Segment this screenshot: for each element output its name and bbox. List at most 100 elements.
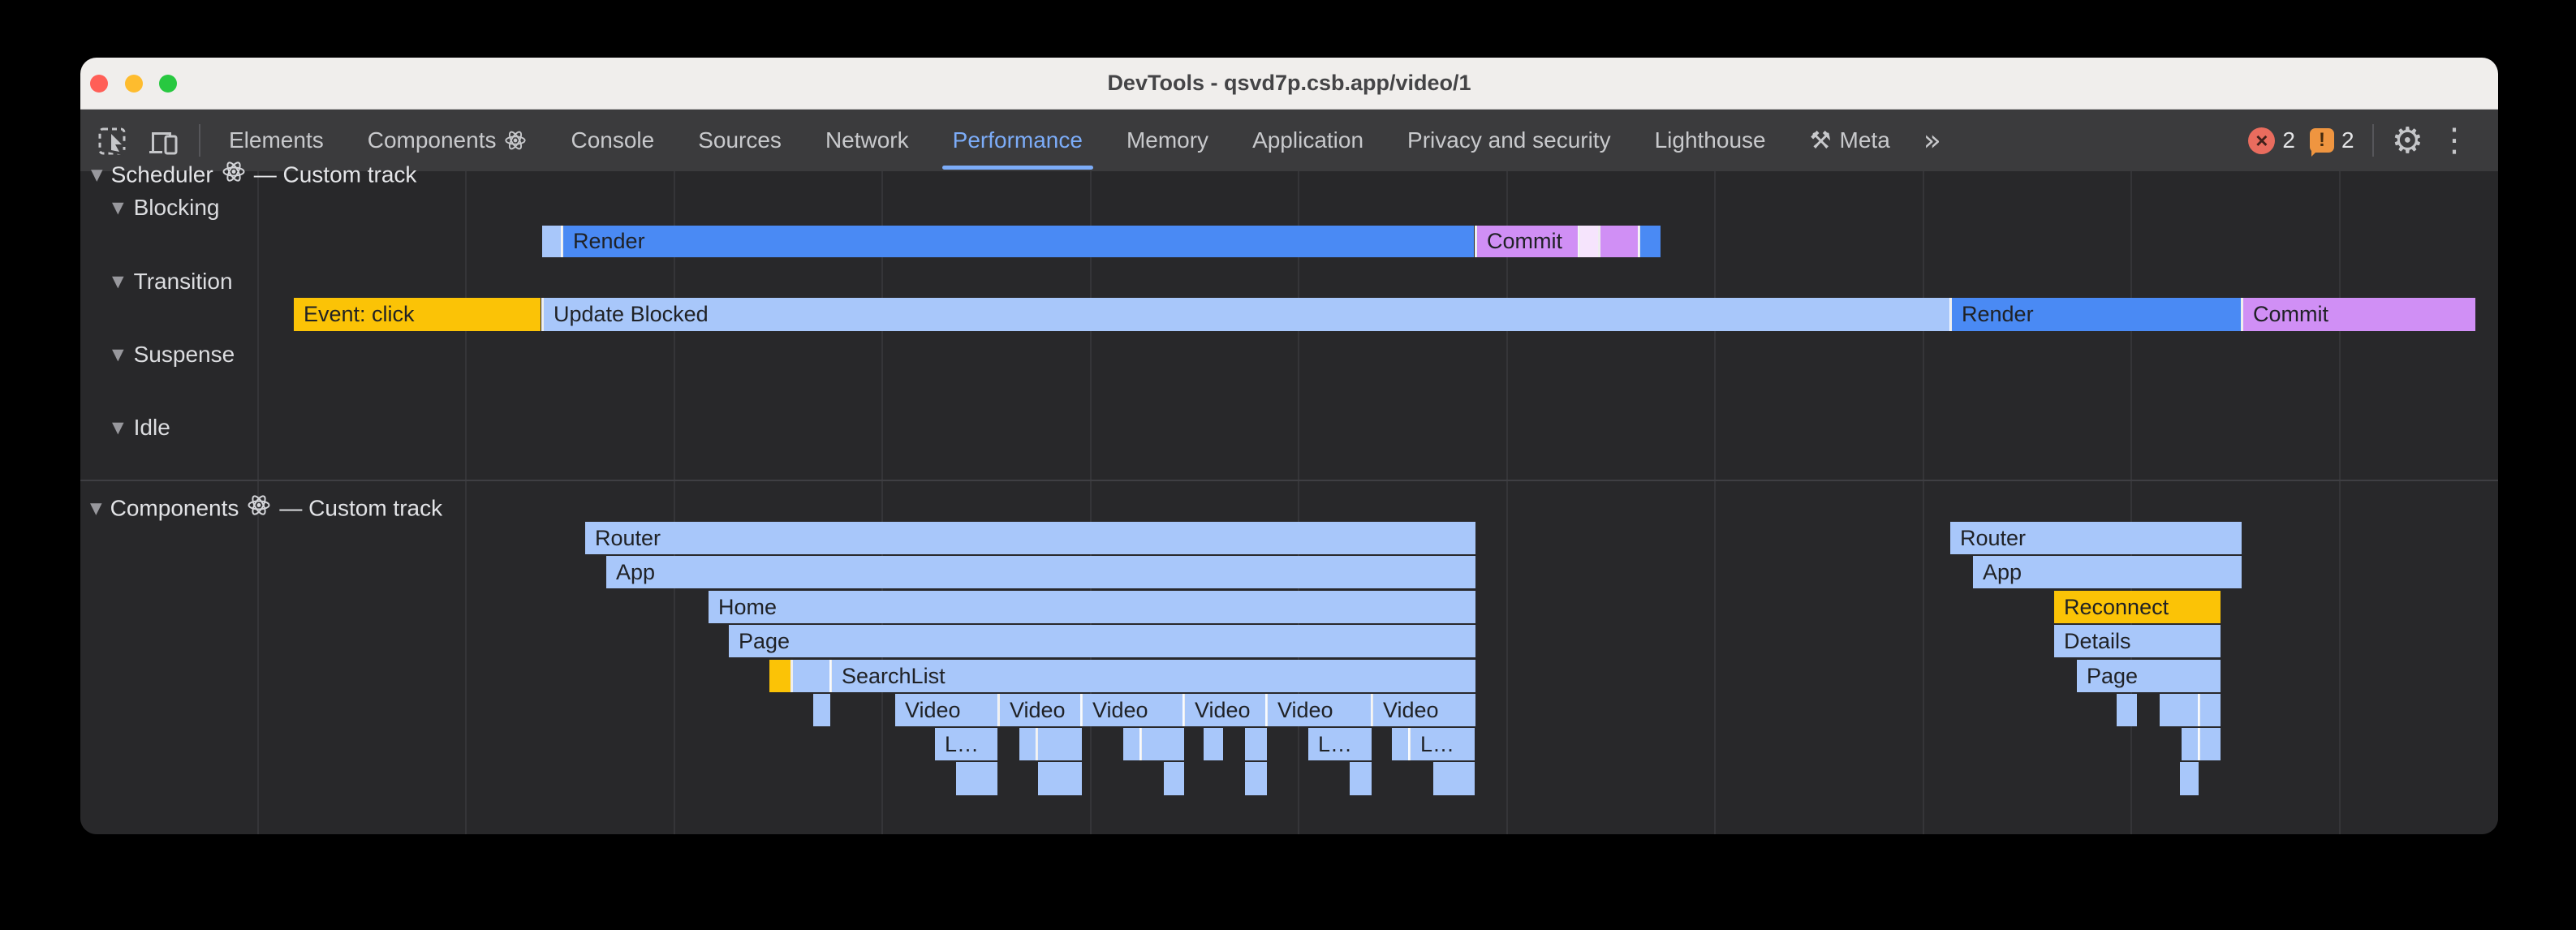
flame-bar-video[interactable]: Video xyxy=(1268,694,1372,726)
flame-bar-label: Video xyxy=(905,697,961,722)
collapse-triangle-icon[interactable]: ▼ xyxy=(90,499,102,517)
flame-bar-l-[interactable]: L… xyxy=(1308,728,1372,760)
flame-bar-reconnect[interactable]: Reconnect xyxy=(2054,591,2221,623)
gear-icon[interactable]: ⚙ xyxy=(2391,119,2423,161)
flame-bar[interactable] xyxy=(2160,694,2199,726)
flame-bar-event-click[interactable]: Event: click xyxy=(294,298,541,331)
track-header-scheduler[interactable]: ▼ Scheduler — Custom track xyxy=(91,160,416,190)
flame-bar[interactable] xyxy=(2180,762,2199,795)
flame-bar-commit[interactable]: Commit xyxy=(1477,226,1579,257)
flame-bar-video[interactable]: Video xyxy=(1185,694,1267,726)
track-header-components[interactable]: ▼ Components — Custom track xyxy=(90,493,442,523)
console-errors-badge[interactable]: × 2 xyxy=(2248,127,2295,154)
flame-bar[interactable] xyxy=(1640,226,1661,257)
tab-elements[interactable]: Elements xyxy=(207,110,346,171)
tab-lighthouse[interactable]: Lighthouse xyxy=(1633,110,1788,171)
flame-bar[interactable] xyxy=(1164,762,1184,795)
tab-performance[interactable]: Performance xyxy=(931,110,1105,171)
collapse-triangle-icon[interactable]: ▼ xyxy=(112,346,124,364)
tab-memory[interactable]: Memory xyxy=(1105,110,1230,171)
flame-bar-router[interactable]: Router xyxy=(585,522,1475,554)
flame-bar-label: Video xyxy=(1383,697,1439,722)
flame-bar[interactable] xyxy=(793,660,831,692)
flame-bar[interactable] xyxy=(1392,728,1410,760)
kebab-menu-icon[interactable]: ⋮ xyxy=(2438,122,2470,159)
close-window-button[interactable] xyxy=(90,75,108,93)
collapse-triangle-icon[interactable]: ▼ xyxy=(91,166,103,183)
flame-bar[interactable] xyxy=(2200,694,2221,726)
maximize-window-button[interactable] xyxy=(159,75,177,93)
flame-bar-page[interactable]: Page xyxy=(2077,660,2221,692)
lane-label-idle[interactable]: ▼ Idle xyxy=(112,415,170,441)
lane-title: Idle xyxy=(133,415,170,440)
flame-bar-page[interactable]: Page xyxy=(729,625,1475,657)
flame-bar[interactable] xyxy=(542,226,562,257)
tab-label: Lighthouse xyxy=(1654,127,1766,153)
react-atom-icon xyxy=(247,493,271,523)
flame-bar[interactable] xyxy=(1245,762,1267,795)
window-titlebar[interactable]: DevTools - qsvd7p.csb.app/video/1 xyxy=(80,58,2498,110)
collapse-triangle-icon[interactable]: ▼ xyxy=(112,199,124,217)
flame-bar[interactable] xyxy=(1600,226,1639,257)
tab-privacy-and-security[interactable]: Privacy and security xyxy=(1385,110,1633,171)
track-title: Components xyxy=(110,495,239,520)
gridline xyxy=(2339,171,2341,834)
flame-bar[interactable] xyxy=(956,762,997,795)
console-warnings-badge[interactable]: ! 2 xyxy=(2309,127,2354,153)
flame-bar-l-[interactable]: L… xyxy=(1411,728,1475,760)
tab-console[interactable]: Console xyxy=(549,110,676,171)
lane-label-suspense[interactable]: ▼ Suspense xyxy=(112,342,235,368)
gridline xyxy=(2130,171,2132,834)
tab-sources[interactable]: Sources xyxy=(676,110,803,171)
tab-meta[interactable]: ⚒ Meta xyxy=(1788,110,1912,171)
flame-bar[interactable] xyxy=(1123,728,1141,760)
flame-bar[interactable] xyxy=(813,694,830,726)
flame-bar[interactable] xyxy=(1433,762,1475,795)
flame-bar-video[interactable]: Video xyxy=(1373,694,1475,726)
tab-application[interactable]: Application xyxy=(1230,110,1385,171)
flame-bar-render[interactable]: Render xyxy=(563,226,1474,257)
flame-bar[interactable] xyxy=(1580,226,1598,257)
flame-bar[interactable] xyxy=(1019,728,1036,760)
flame-bar[interactable] xyxy=(1204,728,1223,760)
flame-bar-app[interactable]: App xyxy=(606,556,1475,588)
flame-bar-searchlist[interactable]: SearchList xyxy=(832,660,1475,692)
flame-bar[interactable] xyxy=(2200,728,2221,760)
flame-bar[interactable] xyxy=(1245,728,1267,760)
lane-label-blocking[interactable]: ▼ Blocking xyxy=(112,195,219,221)
devtools-toolbar: Elements Components Console Sources Network… xyxy=(80,110,2498,172)
flame-bar-video[interactable]: Video xyxy=(1083,694,1184,726)
flame-bar[interactable] xyxy=(769,660,790,692)
flame-bar-router[interactable]: Router xyxy=(1950,522,2242,554)
flame-bar-label: Commit xyxy=(1487,229,1562,253)
flame-bar[interactable] xyxy=(1142,728,1184,760)
flame-bar-update-blocked[interactable]: Update Blocked xyxy=(544,298,1950,331)
error-count: 2 xyxy=(2282,127,2295,153)
collapse-triangle-icon[interactable]: ▼ xyxy=(112,419,124,437)
flame-bar-commit[interactable]: Commit xyxy=(2243,298,2475,331)
flame-bar[interactable] xyxy=(1350,762,1372,795)
flame-bar[interactable] xyxy=(2182,728,2199,760)
inspect-icon[interactable] xyxy=(95,123,131,158)
lane-label-transition[interactable]: ▼ Transition xyxy=(112,269,233,295)
device-toolbar-icon[interactable] xyxy=(145,123,181,158)
toolbar-divider xyxy=(199,124,200,157)
flame-bar-video[interactable]: Video xyxy=(895,694,998,726)
minimize-window-button[interactable] xyxy=(125,75,143,93)
collapse-triangle-icon[interactable]: ▼ xyxy=(112,273,124,291)
tab-network[interactable]: Network xyxy=(803,110,931,171)
flame-bar-details[interactable]: Details xyxy=(2054,625,2221,657)
flame-bar[interactable] xyxy=(1038,728,1082,760)
flame-bar-l-[interactable]: L… xyxy=(935,728,997,760)
flame-bar-video[interactable]: Video xyxy=(1000,694,1082,726)
flame-bar[interactable] xyxy=(1038,762,1082,795)
flame-bar-home[interactable]: Home xyxy=(709,591,1475,623)
more-tabs-button[interactable]: » xyxy=(1923,123,1941,157)
flame-bar-app[interactable]: App xyxy=(1973,556,2242,588)
tab-components[interactable]: Components xyxy=(346,110,549,171)
flame-bar-label: App xyxy=(616,559,656,584)
flame-bar-render[interactable]: Render xyxy=(1952,298,2241,331)
gridline xyxy=(257,171,259,834)
flame-bar[interactable] xyxy=(2117,694,2137,726)
performance-flame-chart[interactable]: ▼ Scheduler — Custom track ▼ Blocking ▼ Tra… xyxy=(80,161,2498,834)
